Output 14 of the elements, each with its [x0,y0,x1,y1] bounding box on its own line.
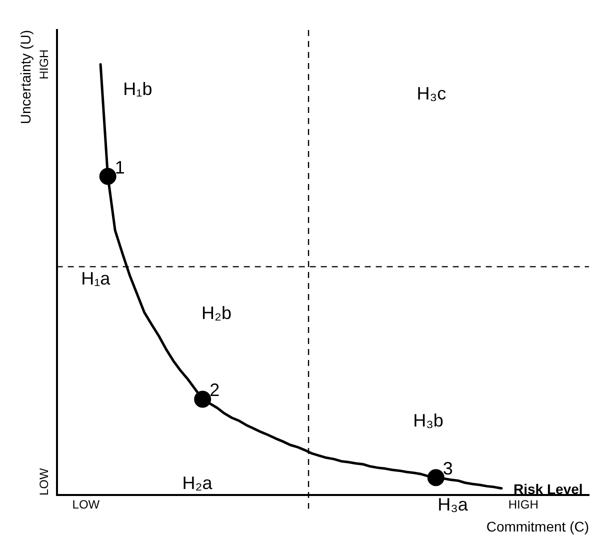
annotation: 2 [210,380,220,400]
annotation: H₁b [123,79,152,100]
annotation: 1 [114,157,125,178]
x-axis-title: Commitment (C) [486,518,589,534]
series-label: Risk Level [514,481,583,498]
annotation: H₃a [438,494,469,515]
annotation: 3 [442,458,453,479]
annotation: H₂b [201,303,232,324]
annotation: H₃b [413,410,444,431]
annotation: H₂a [182,473,214,494]
text: HIGH [37,49,52,80]
y-axis-title: Uncertainty (U) [17,30,34,124]
annotation: H₁a [81,268,112,289]
annotation: H₃c [416,84,446,104]
